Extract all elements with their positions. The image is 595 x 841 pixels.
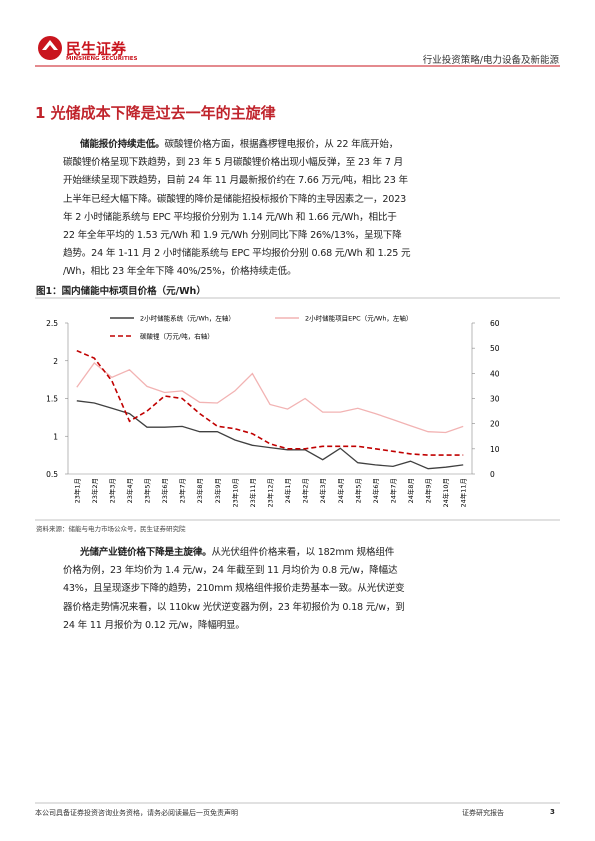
x-tick-label: 24年2月 — [301, 478, 310, 503]
y-tick-label: 0.5 — [46, 470, 58, 479]
footer-report-type: 证券研究报告 — [462, 809, 504, 817]
x-tick-label: 24年4月 — [336, 478, 345, 503]
figure-caption: 图1：国内储能中标项目价格（元/Wh） — [36, 286, 206, 297]
text-line: /Wh，相比 23 年全年下降 40%/25%，价格持续走低。 — [63, 263, 297, 278]
text: 22 年全年平均的 1.53 元/Wh 和 1.9 元/Wh 分别同比下降 26… — [63, 230, 402, 241]
legend-label: 碳酸锂（万元/吨，右轴） — [140, 332, 214, 341]
y-tick-label: 1.5 — [46, 395, 58, 404]
text: 碳酸锂价格方面，根据鑫椤锂电报价，从 22 年底开始， — [164, 139, 399, 150]
y2-tick-label: 10 — [490, 445, 500, 454]
x-tick-label: 24年11月 — [459, 478, 468, 508]
text: /Wh，相比 23 年全年下降 40%/25%，价格持续走低。 — [63, 266, 297, 278]
text: 价格为例，23 年均价为 1.4 元/w，24 年截至到 11 月均价为 0.8… — [63, 565, 398, 577]
x-tick-label: 24年5月 — [353, 478, 362, 503]
text-line: 24 年 11 月报价为 0.12 元/w，降幅明显。 — [63, 617, 245, 631]
series-line — [76, 349, 464, 456]
lead: 光储产业链价格下降是主旋律。 — [80, 547, 212, 558]
x-tick-label: 24年3月 — [318, 478, 327, 503]
brand-en: MINSHENG SECURITIES — [66, 56, 138, 62]
text: 碳酸锂价格呈现下跌趋势，到 23 年 5 月碳酸锂价格出现小幅反弹，至 23 年… — [63, 157, 404, 169]
x-tick-label: 24年9月 — [424, 478, 433, 503]
x-tick-label: 23年9月 — [213, 478, 222, 503]
text: 器价格走势情况来看，以 110kw 光伏逆变器为例，23 年初报价为 0.18 … — [63, 601, 405, 613]
chart: 0.5 1 1.5 2 2.5 0 10 20 30 40 50 60 23年1月 23年2月 23年3月 2… — [46, 314, 500, 508]
x-tick-label: 23年6月 — [160, 478, 169, 503]
text-line: 年 2 小时储能系统与 EPC 平均报价分别为 1.14 元/Wh 和 1.66… — [63, 209, 397, 223]
y2-tick-label: 0 — [490, 470, 495, 479]
text: 上半年已经大幅下降。碳酸锂的降价是储能招投标报价下降的主导因素之一，2023 — [63, 193, 407, 205]
x-tick-label: 24年10月 — [441, 478, 450, 508]
x-tick-label: 23年4月 — [125, 478, 134, 503]
footer-disclaimer: 本公司具备证券投资咨询业务资格，请务必阅读最后一页免责声明 — [35, 809, 238, 817]
text-line: 价格为例，23 年均价为 1.4 元/w，24 年截至到 11 月均价为 0.8… — [63, 562, 398, 577]
x-tick-label: 24年6月 — [371, 478, 380, 503]
logo-mark — [42, 40, 58, 50]
logo-icon — [38, 36, 62, 60]
x-tick-label: 24年1月 — [283, 478, 292, 503]
text-line: 22 年全年平均的 1.53 元/Wh 和 1.9 元/Wh 分别同比下降 26… — [63, 227, 402, 241]
brand: 民生证券 — [66, 40, 127, 58]
x-tick-label: 23年5月 — [143, 478, 152, 503]
series-line — [76, 362, 464, 434]
text: 43%，且呈现逐步下降的趋势，210mm 规格组件报价走势基本一致。从光伏逆变 — [63, 583, 405, 595]
text: 趋势。24 年 1-11 月 2 小时储能系统与 EPC 平均报价分别 0.68… — [63, 248, 411, 260]
y2-tick-label: 20 — [490, 420, 500, 429]
text-line: 趋势。24 年 1-11 月 2 小时储能系统与 EPC 平均报价分别 0.68… — [63, 245, 411, 260]
y2-tick-label: 50 — [490, 344, 500, 353]
y2-tick-label: 40 — [490, 369, 500, 378]
x-tick-label: 23年12月 — [266, 478, 275, 508]
legend-label: 2小时储能系统（元/Wh，左轴） — [140, 314, 235, 323]
text-line: 上半年已经大幅下降。碳酸锂的降价是储能招投标报价下降的主导因素之一，2023 — [63, 191, 406, 205]
text: 从光伏组件价格来看，以 182mm 规格组件 — [211, 547, 395, 558]
text: 年 2 小时储能系统与 EPC 平均报价分别为 1.14 元/Wh 和 1.66… — [63, 211, 397, 223]
x-tick-label: 23年3月 — [107, 478, 116, 503]
text: 开始继续呈现下跌趋势，目前 24 年 11 月最新报价约在 7.66 万元/吨，… — [63, 175, 408, 187]
text-line: 43%，且呈现逐步下降的趋势，210mm 规格组件报价走势基本一致。从光伏逆变 — [63, 580, 405, 595]
text-line: 碳酸锂价格呈现下跌趋势，到 23 年 5 月碳酸锂价格出现小幅反弹，至 23 年… — [63, 154, 403, 168]
y2-tick-label: 30 — [490, 395, 500, 404]
legend-label: 2小时储能项目EPC（元/Wh，左轴） — [305, 314, 412, 323]
lead: 储能报价持续走低。 — [80, 139, 165, 150]
text-line: 开始继续呈现下跌趋势，目前 24 年 11 月最新报价约在 7.66 万元/吨，… — [63, 172, 408, 186]
y-tick-label: 2 — [53, 357, 58, 366]
figure-source: 资料来源：储能与电力市场公众号，民生证券研究院 — [36, 525, 186, 533]
text-line: 光储产业链价格下降是主旋律。从光伏组件价格来看，以 182mm 规格组件 — [80, 544, 394, 558]
text-line: 储能报价持续走低。碳酸锂价格方面，根据鑫椤锂电报价，从 22 年底开始， — [80, 136, 398, 150]
header-category: 行业投资策略/电力设备及新能源 — [422, 55, 559, 66]
text-line: 器价格走势情况来看，以 110kw 光伏逆变器为例，23 年初报价为 0.18 … — [63, 599, 405, 613]
x-tick-label: 23年2月 — [90, 478, 99, 503]
x-tick-label: 23年8月 — [195, 478, 204, 503]
series-line — [76, 400, 464, 470]
x-tick-label: 24年8月 — [406, 478, 415, 503]
footer-page: 3 — [550, 808, 555, 816]
x-tick-label: 24年7月 — [388, 478, 397, 503]
x-tick-label: 23年7月 — [178, 478, 187, 503]
x-tick-label: 23年10月 — [230, 478, 239, 508]
text: 24 年 11 月报价为 0.12 元/w，降幅明显。 — [63, 619, 245, 631]
x-tick-label: 23年11月 — [248, 478, 257, 508]
x-tick-label: 23年1月 — [72, 478, 81, 503]
y-tick-label: 2.5 — [46, 319, 58, 328]
y-tick-label: 1 — [53, 432, 58, 441]
y2-tick-label: 60 — [490, 319, 500, 328]
section-heading: 1 光储成本下降是过去一年的主旋律 — [35, 104, 276, 122]
